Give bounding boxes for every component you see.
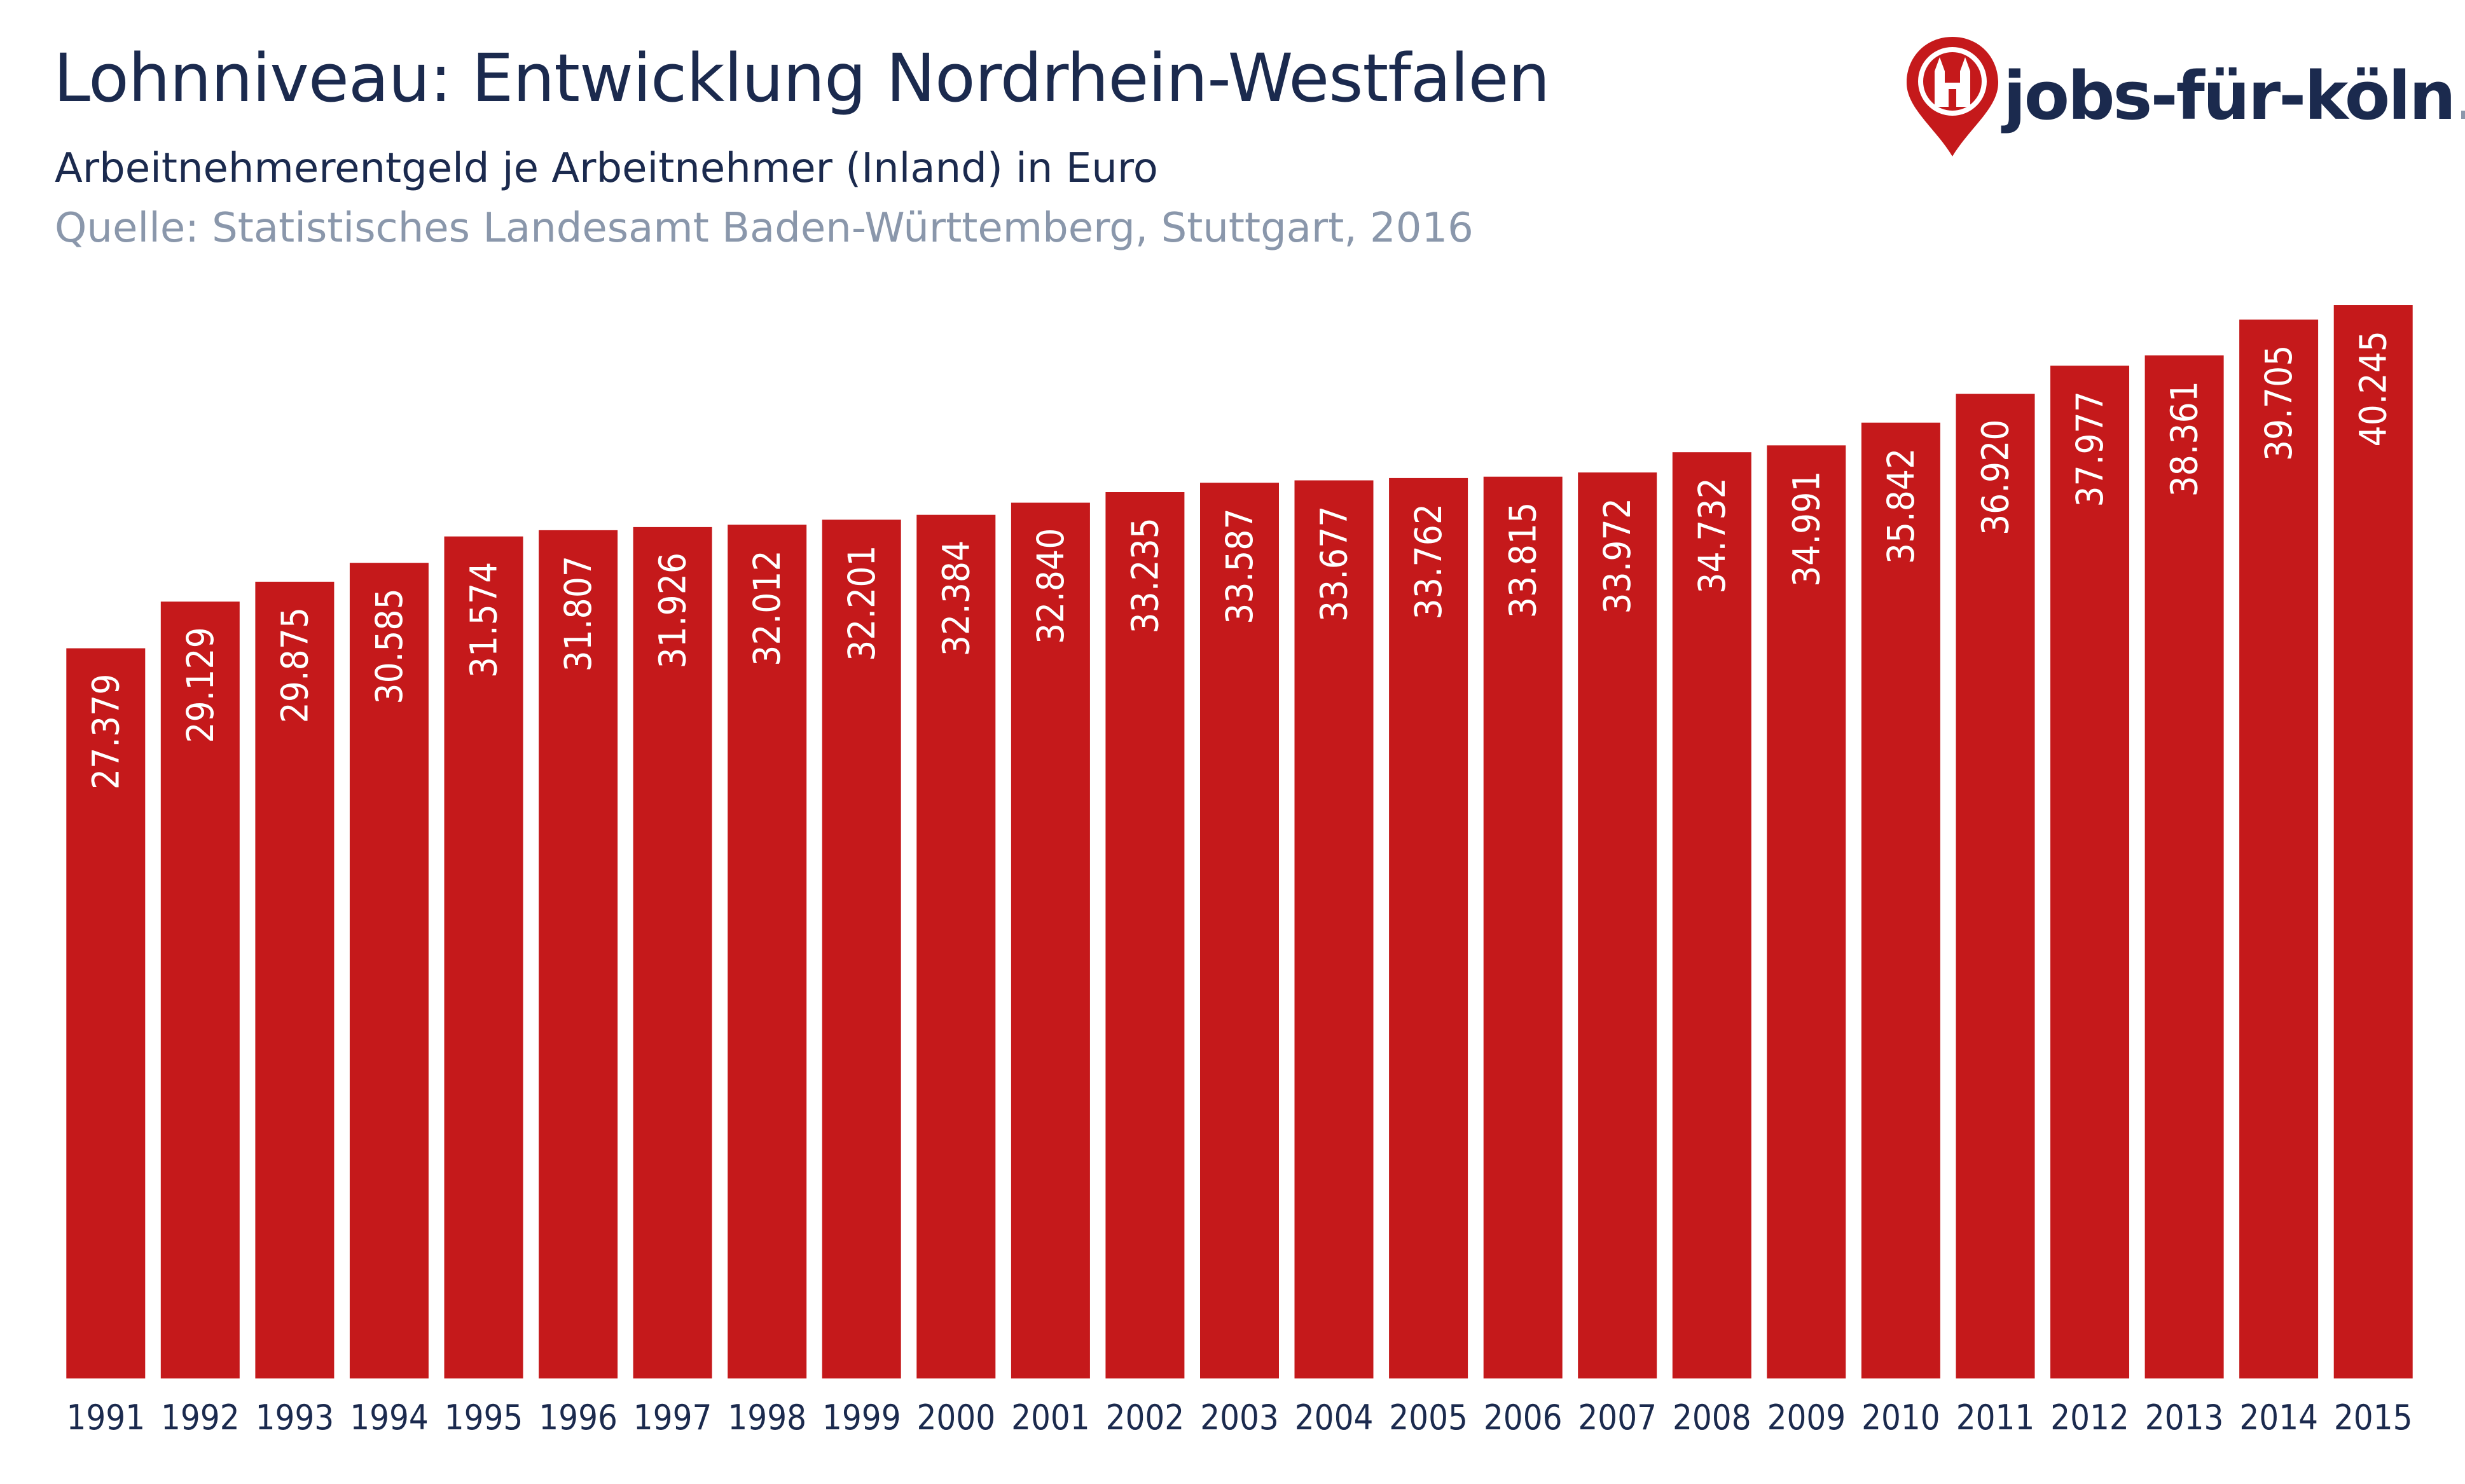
value-label-1991: 27.379 bbox=[84, 674, 127, 790]
x-tick-label-2012: 2012 bbox=[2050, 1398, 2129, 1438]
value-label-2005: 33.762 bbox=[1407, 504, 1450, 620]
bar-2014 bbox=[2239, 319, 2319, 1379]
bar-1995 bbox=[444, 536, 523, 1379]
bar-2011 bbox=[1956, 394, 2035, 1378]
value-label-1993: 29.875 bbox=[273, 607, 316, 724]
bar-2002 bbox=[1105, 492, 1185, 1378]
value-label-2001: 32.840 bbox=[1029, 528, 1072, 645]
bar-2012 bbox=[2050, 366, 2129, 1378]
x-tick-label-1994: 1994 bbox=[350, 1398, 429, 1438]
x-tick-label-2000: 2000 bbox=[916, 1398, 995, 1438]
x-axis-ticks: 1991 1992 1993 1994 1995 1996 1997 1998 1999 2000… bbox=[66, 1398, 2412, 1438]
x-tick-label-2011: 2011 bbox=[1956, 1398, 2035, 1438]
x-tick-label-2014: 2014 bbox=[2239, 1398, 2318, 1438]
x-tick-label-2013: 2013 bbox=[2145, 1398, 2224, 1438]
bar-2004 bbox=[1294, 480, 1374, 1378]
chart-subtitle: Arbeitnehmerentgeld je Arbeitnehmer (Inl… bbox=[55, 145, 1158, 192]
map-pin-cathedral-icon bbox=[1907, 37, 1998, 156]
bar-2009 bbox=[1767, 445, 1846, 1378]
bar-2008 bbox=[1672, 452, 1751, 1379]
value-label-1994: 30.585 bbox=[368, 588, 411, 704]
value-label-1992: 29.129 bbox=[179, 627, 222, 743]
bar-2007 bbox=[1578, 472, 1657, 1378]
value-label-1996: 31.807 bbox=[556, 556, 600, 672]
logo[interactable]: jobs-für-köln.de bbox=[1902, 32, 2465, 159]
value-label-2004: 33.677 bbox=[1313, 506, 1356, 622]
bar-1999 bbox=[822, 519, 901, 1378]
value-label-2008: 34.732 bbox=[1690, 477, 1734, 594]
bar-2013 bbox=[2144, 355, 2224, 1378]
x-tick-label-2001: 2001 bbox=[1011, 1398, 1090, 1438]
bar-1992 bbox=[160, 601, 240, 1379]
x-tick-label-2008: 2008 bbox=[1673, 1398, 1751, 1438]
value-label-2011: 36.920 bbox=[1974, 420, 2017, 536]
value-label-2002: 33.235 bbox=[1123, 518, 1166, 634]
value-label-2007: 33.972 bbox=[1596, 498, 1639, 614]
value-label-1998: 32.012 bbox=[745, 550, 789, 666]
bar-2000 bbox=[916, 514, 996, 1379]
logo-tld-text: .de bbox=[2454, 57, 2465, 135]
bar-1997 bbox=[633, 526, 712, 1378]
x-tick-label-1998: 1998 bbox=[728, 1398, 806, 1438]
value-label-2012: 37.977 bbox=[2068, 391, 2111, 507]
x-tick-label-2006: 2006 bbox=[1484, 1398, 1563, 1438]
value-label-2006: 33.815 bbox=[1502, 502, 1545, 619]
value-label-2014: 39.705 bbox=[2257, 345, 2300, 462]
value-label-2010: 35.842 bbox=[1879, 448, 1923, 565]
x-tick-label-2003: 2003 bbox=[1200, 1398, 1279, 1438]
value-label-1999: 32.201 bbox=[840, 545, 883, 661]
x-tick-label-2015: 2015 bbox=[2334, 1398, 2413, 1438]
value-labels-group: 27.379 29.129 29.875 30.585 31.574 31.807 31.9… bbox=[84, 331, 2394, 790]
value-label-2009: 34.991 bbox=[1785, 471, 1828, 587]
bar-2006 bbox=[1483, 476, 1563, 1379]
bar-1998 bbox=[728, 525, 807, 1378]
x-tick-label-2010: 2010 bbox=[1861, 1398, 1940, 1438]
x-tick-label-2007: 2007 bbox=[1578, 1398, 1657, 1438]
x-tick-label-1995: 1995 bbox=[445, 1398, 523, 1438]
x-tick-label-2004: 2004 bbox=[1295, 1398, 1374, 1438]
value-label-1997: 31.926 bbox=[651, 553, 694, 669]
x-tick-label-2002: 2002 bbox=[1106, 1398, 1185, 1438]
x-tick-label-1992: 1992 bbox=[161, 1398, 240, 1438]
bar-2005 bbox=[1389, 477, 1468, 1378]
logo-text: jobs-für-köln.de bbox=[2003, 57, 2465, 135]
bar-2015 bbox=[2333, 305, 2413, 1378]
logo-main-text: jobs-für-köln bbox=[2003, 57, 2456, 135]
value-label-2015: 40.245 bbox=[2352, 331, 2395, 447]
bar-2003 bbox=[1200, 483, 1279, 1378]
bar-2001 bbox=[1011, 502, 1090, 1378]
bars-group bbox=[66, 305, 2413, 1379]
value-label-2000: 32.384 bbox=[934, 540, 977, 657]
x-tick-label-1991: 1991 bbox=[66, 1398, 145, 1438]
bar-2010 bbox=[1861, 422, 1940, 1379]
bar-1994 bbox=[349, 563, 429, 1379]
x-tick-label-2009: 2009 bbox=[1767, 1398, 1846, 1438]
x-tick-label-1993: 1993 bbox=[256, 1398, 335, 1438]
value-label-2013: 38.361 bbox=[2163, 381, 2206, 497]
chart-title: Lohnniveau: Entwicklung Nordrhein-Westfa… bbox=[53, 39, 1550, 117]
x-tick-label-2005: 2005 bbox=[1389, 1398, 1468, 1438]
value-label-1995: 31.574 bbox=[462, 562, 506, 678]
value-label-2003: 33.587 bbox=[1218, 508, 1261, 624]
bar-1991 bbox=[66, 648, 146, 1378]
chart-source: Quelle: Statistisches Landesamt Baden-Wü… bbox=[55, 205, 1474, 252]
bar-1996 bbox=[539, 530, 618, 1378]
bar-1993 bbox=[255, 581, 335, 1378]
x-tick-label-1997: 1997 bbox=[633, 1398, 712, 1438]
x-tick-label-1999: 1999 bbox=[822, 1398, 901, 1438]
x-tick-label-1996: 1996 bbox=[539, 1398, 618, 1438]
